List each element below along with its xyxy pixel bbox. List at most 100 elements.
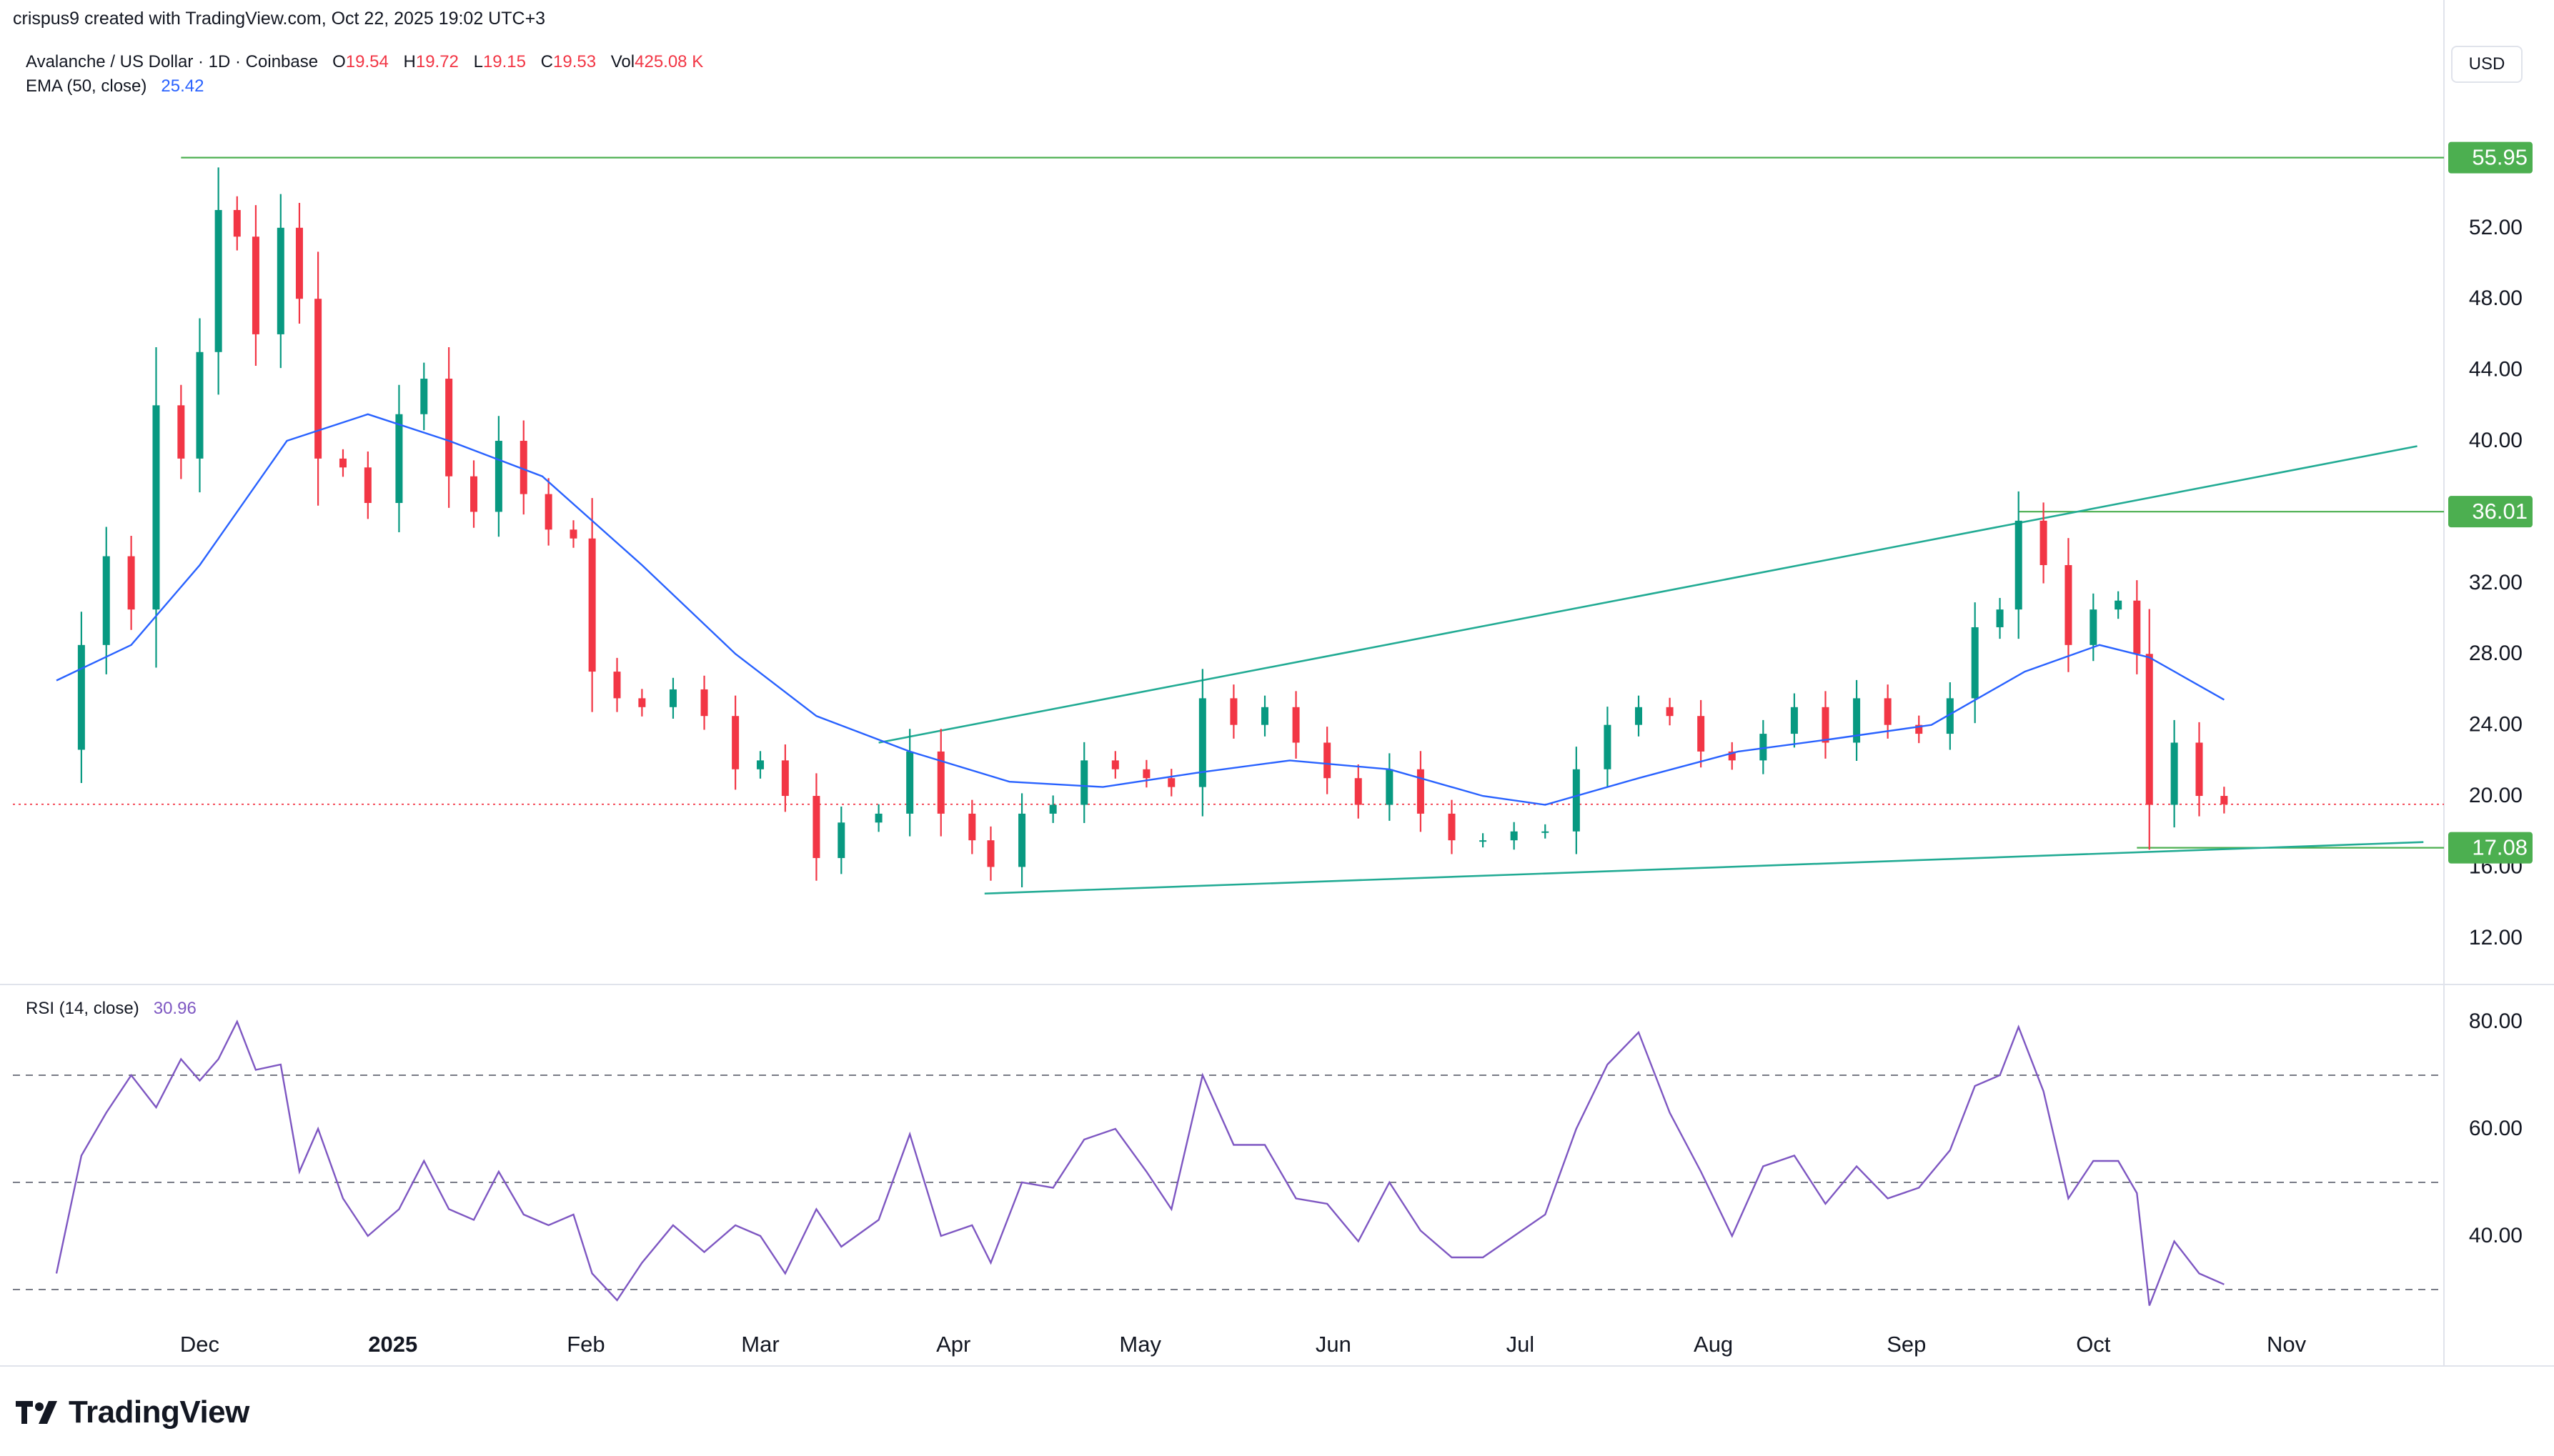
rsi-value: 30.96 (153, 999, 197, 1018)
candle-body (1790, 707, 1798, 734)
candle-body (813, 796, 820, 859)
candle-body (177, 405, 185, 459)
candle-body (1354, 778, 1362, 805)
rsi-line (55, 1019, 2225, 1306)
symbol-line: Avalanche / US Dollar · 1D · Coinbase O1… (26, 50, 713, 74)
candle-body (2170, 742, 2178, 805)
level-badge-label: 55.95 (2472, 145, 2528, 170)
candle-body (152, 405, 160, 610)
symbol-title[interactable]: Avalanche / US Dollar · 1D · Coinbase (26, 52, 319, 71)
candle-body (1143, 769, 1151, 779)
candle-body (669, 689, 677, 707)
candle-body (838, 822, 845, 859)
candle-body (1822, 707, 1829, 743)
time-tick-label: May (1119, 1332, 1161, 1357)
candle-body (1604, 724, 1611, 769)
candle-body (1416, 769, 1424, 814)
candle-body (570, 529, 577, 539)
price-tick-label: 48.00 (2469, 286, 2523, 310)
low-label: L (473, 52, 483, 71)
candle-body (339, 458, 347, 468)
candle-body (1884, 698, 1892, 725)
low-value: 19.15 (482, 52, 526, 71)
candle-body (1541, 831, 1549, 833)
candle-body (1853, 698, 1861, 743)
ema-value: 25.42 (161, 76, 204, 96)
rsi-tick-label: 80.00 (2469, 1009, 2523, 1033)
price-tick-label: 16.00 (2469, 854, 2523, 878)
rsi-axis[interactable]: 80.00 60.00 40.00 (2469, 1009, 2523, 1247)
candle-body (1230, 698, 1238, 725)
candle-body (1168, 778, 1176, 787)
candle-body (495, 441, 502, 512)
rsi-legend[interactable]: RSI (14, close) 30.96 (26, 999, 197, 1019)
tradingview-logo[interactable]: TradingView (16, 1395, 249, 1430)
candle-body (875, 813, 883, 823)
candle-body (196, 351, 204, 459)
candle-body (77, 644, 85, 750)
level-badges: 55.95 36.01 17.08 (2448, 141, 2533, 864)
candle-body (2145, 654, 2153, 805)
candle-body (295, 227, 303, 299)
close-label: C (540, 52, 554, 71)
candle-body (968, 813, 976, 841)
open-value: 19.54 (345, 52, 389, 71)
price-tick-label: 24.00 (2469, 713, 2523, 737)
candle-body (2195, 742, 2203, 797)
candle-body (545, 494, 552, 530)
high-value: 19.72 (415, 52, 459, 71)
symbol-header: Avalanche / US Dollar · 1D · Coinbase O1… (26, 50, 713, 99)
price-axis[interactable]: 52.00 48.00 44.00 40.00 32.00 28.00 24.00 20.00… (2469, 216, 2523, 949)
candle-body (638, 698, 646, 707)
candle-body (2220, 796, 2228, 804)
time-tick-label: Dec (180, 1332, 219, 1357)
candle-body (214, 209, 222, 352)
candle-body (470, 476, 478, 512)
candle-body (1323, 742, 1331, 779)
time-axis[interactable]: Dec 2025 Feb Mar Apr May Jun Jul Aug Sep Oct Nov (180, 1332, 2307, 1357)
ema-legend[interactable]: EMA (50, close) 25.42 (26, 74, 713, 99)
candle-body (937, 751, 945, 814)
rsi-tick-label: 60.00 (2469, 1117, 2523, 1140)
open-label: O (332, 52, 346, 71)
horizontal-levels (13, 156, 2444, 849)
trendline (984, 841, 2424, 895)
candles (77, 167, 2228, 888)
price-tick-label: 28.00 (2469, 642, 2523, 665)
time-tick-label: Jun (1316, 1332, 1351, 1357)
candle-body (1635, 707, 1643, 725)
tradingview-logo-text: TradingView (69, 1395, 249, 1430)
candle-body (700, 689, 708, 717)
time-tick-label: Feb (567, 1332, 605, 1357)
candle-body (364, 467, 372, 504)
candle-body (732, 716, 740, 769)
time-tick-label: Aug (1694, 1332, 1733, 1357)
candle-body (1448, 813, 1456, 841)
time-tick-label: Sep (1887, 1332, 1926, 1357)
rsi-guide-lines (13, 1074, 2444, 1290)
candle-body (1996, 609, 2004, 627)
level-badge-label: 36.01 (2472, 499, 2528, 524)
candle-body (445, 379, 453, 477)
price-tick-label: 20.00 (2469, 784, 2523, 807)
candle-body (613, 672, 621, 699)
trendlines (878, 445, 2424, 895)
candle-body (1971, 627, 1979, 699)
attribution-text: crispus9 created with TradingView.com, O… (13, 9, 546, 29)
candle-body (1386, 769, 1393, 805)
candle-body (102, 556, 110, 645)
candle-body (1111, 760, 1119, 769)
candle-body (2133, 600, 2141, 654)
candle-body (987, 840, 995, 867)
time-tick-label: Apr (936, 1332, 970, 1357)
chart-frame (0, 0, 2554, 1367)
candle-body (1198, 698, 1206, 787)
candle-body (1666, 707, 1674, 717)
price-tick-label: 12.00 (2469, 926, 2523, 949)
currency-button[interactable]: USD (2451, 46, 2523, 83)
candle-body (277, 227, 284, 334)
candle-body (756, 760, 764, 769)
candle-body (1479, 840, 1487, 842)
candle-body (1728, 751, 1736, 761)
